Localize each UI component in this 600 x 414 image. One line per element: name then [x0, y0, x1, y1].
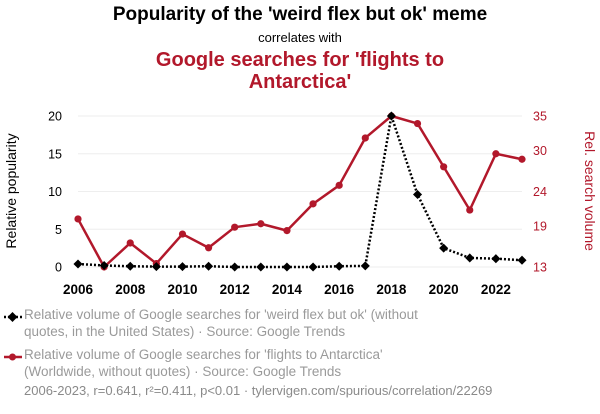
y-right-tick-label: 19: [533, 219, 547, 233]
footer-note: 2006-2023, r=0.641, r²=0.411, p<0.01 · t…: [24, 383, 493, 398]
chart-title-secondary: Google searches for 'flights to Antarcti…: [155, 49, 445, 93]
y-axis-label: Relative popularity: [3, 133, 19, 248]
data-point-weird-flex: [151, 262, 161, 272]
x-tick-label: 2014: [272, 282, 303, 297]
data-point-weird-flex: [308, 262, 318, 272]
data-point-flights-antarctica: [204, 244, 213, 252]
x-tick-label: 2018: [376, 282, 407, 297]
y-axis-label-right: Rel. search volume: [582, 131, 598, 251]
data-point-flights-antarctica: [178, 230, 187, 238]
x-tick-label: 2016: [324, 282, 355, 297]
data-point-flights-antarctica: [231, 223, 239, 231]
data-point-weird-flex: [465, 253, 475, 263]
series-line-flights-antarctica: [76, 114, 523, 269]
data-point-flights-antarctica: [518, 155, 526, 163]
data-point-weird-flex: [204, 261, 214, 271]
y-right-tick-label: 24: [533, 185, 547, 199]
legend-swatch-series2: [4, 353, 22, 361]
y-tick-label: 10: [48, 185, 62, 199]
y-right-tick-label: 30: [533, 144, 547, 158]
y-right-tick-label: 13: [533, 261, 547, 275]
data-point-weird-flex: [517, 255, 527, 265]
x-tick-label: 2008: [115, 282, 146, 297]
x-tick-label: 2006: [63, 282, 94, 297]
data-point-weird-flex: [125, 261, 135, 271]
legend-label-series2: Relative volume of Google searches for '…: [24, 347, 383, 379]
data-point-flights-antarctica: [413, 119, 422, 128]
data-point-flights-antarctica: [492, 150, 500, 158]
y-tick-label: 5: [55, 223, 62, 237]
y-tick-label: 15: [48, 147, 62, 161]
y-tick-label: 0: [55, 261, 62, 275]
y-tick-label: 20: [48, 110, 62, 124]
data-point-flights-antarctica: [257, 220, 265, 228]
data-point-weird-flex: [282, 262, 292, 272]
data-point-flights-antarctica: [335, 181, 343, 189]
data-point-flights-antarctica: [361, 134, 369, 142]
x-tick-label: 2020: [429, 282, 459, 297]
data-point-weird-flex: [360, 261, 370, 271]
data-point-weird-flex: [439, 243, 449, 253]
chart-subtitle: correlates with: [258, 30, 342, 45]
chart-title: Popularity of the 'weird flex but ok' me…: [112, 4, 488, 25]
data-point-flights-antarctica: [283, 227, 291, 235]
data-point-weird-flex: [230, 262, 240, 272]
x-tick-label: 2012: [220, 282, 250, 297]
data-point-flights-antarctica: [440, 163, 448, 171]
data-point-flights-antarctica: [309, 200, 317, 208]
x-tick-label: 2022: [481, 282, 511, 297]
data-point-weird-flex: [256, 262, 266, 272]
data-point-weird-flex: [177, 262, 187, 272]
data-point-weird-flex: [491, 254, 501, 264]
data-point-flights-antarctica: [126, 239, 134, 247]
legend-label-series1: Relative volume of Google searches for '…: [24, 307, 418, 339]
data-point-weird-flex: [386, 111, 396, 121]
data-point-flights-antarctica: [466, 206, 474, 214]
data-point-weird-flex: [99, 260, 109, 271]
x-tick-label: 2010: [167, 282, 197, 297]
legend-swatch-series1: [4, 312, 22, 322]
y-right-tick-label: 35: [533, 110, 547, 124]
data-point-flights-antarctica: [74, 215, 82, 223]
data-point-weird-flex: [334, 261, 344, 271]
